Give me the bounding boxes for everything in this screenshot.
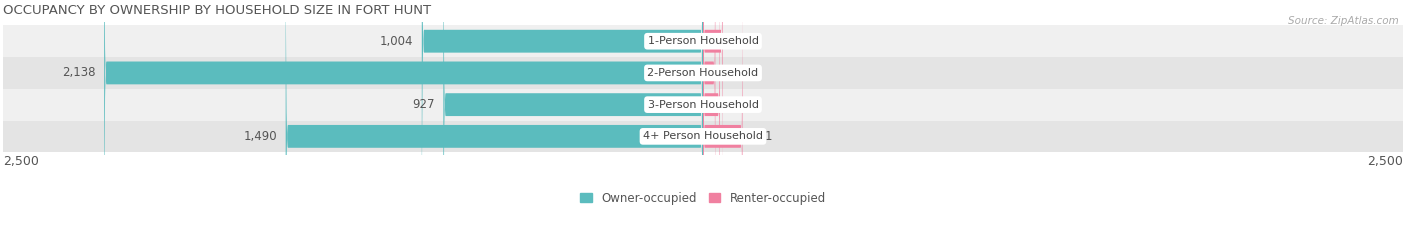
Text: 141: 141 [751, 130, 773, 143]
Text: 60: 60 [728, 98, 744, 111]
Text: 44: 44 [724, 66, 738, 79]
FancyBboxPatch shape [443, 0, 703, 233]
FancyBboxPatch shape [422, 0, 703, 233]
Text: 2,500: 2,500 [3, 155, 38, 168]
FancyBboxPatch shape [104, 0, 703, 233]
Text: 2-Person Household: 2-Person Household [647, 68, 759, 78]
Text: 927: 927 [412, 98, 434, 111]
Bar [3, 89, 1403, 120]
Text: 3-Person Household: 3-Person Household [648, 100, 758, 110]
Text: 1,490: 1,490 [243, 130, 277, 143]
Legend: Owner-occupied, Renter-occupied: Owner-occupied, Renter-occupied [575, 187, 831, 209]
Text: 1-Person Household: 1-Person Household [648, 36, 758, 46]
Text: OCCUPANCY BY OWNERSHIP BY HOUSEHOLD SIZE IN FORT HUNT: OCCUPANCY BY OWNERSHIP BY HOUSEHOLD SIZE… [3, 4, 430, 17]
FancyBboxPatch shape [285, 0, 703, 233]
Bar [3, 57, 1403, 89]
FancyBboxPatch shape [703, 0, 716, 233]
FancyBboxPatch shape [703, 0, 723, 220]
Text: 4+ Person Household: 4+ Person Household [643, 131, 763, 141]
Text: 2,500: 2,500 [1368, 155, 1403, 168]
FancyBboxPatch shape [703, 0, 742, 233]
Text: Source: ZipAtlas.com: Source: ZipAtlas.com [1288, 16, 1399, 26]
Text: 70: 70 [731, 35, 747, 48]
Bar [3, 120, 1403, 152]
Text: 2,138: 2,138 [62, 66, 96, 79]
Text: 1,004: 1,004 [380, 35, 413, 48]
Bar [3, 25, 1403, 57]
FancyBboxPatch shape [703, 0, 720, 233]
